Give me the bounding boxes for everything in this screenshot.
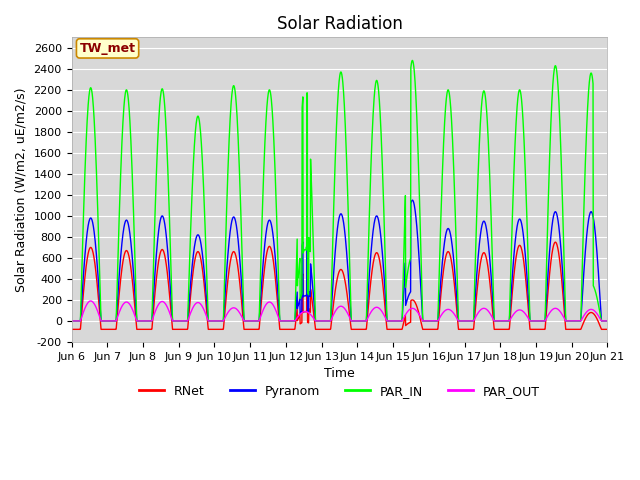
PAR_IN (495, 318, 503, 324)
PAR_OUT (87, 298, 95, 304)
Line: RNet: RNet (72, 242, 607, 329)
Y-axis label: Solar Radiation (W/m2, uE/m2/s): Solar Radiation (W/m2, uE/m2/s) (15, 87, 28, 292)
Pyranom (572, 318, 579, 324)
PAR_IN (572, 318, 579, 324)
Legend: RNet, Pyranom, PAR_IN, PAR_OUT: RNet, Pyranom, PAR_IN, PAR_OUT (134, 380, 545, 403)
PAR_IN (408, 58, 416, 63)
RNet (495, 326, 503, 332)
PAR_IN (604, 318, 611, 324)
PAR_OUT (355, 318, 363, 324)
PAR_OUT (572, 318, 579, 324)
Pyranom (217, 318, 225, 324)
Pyranom (408, 197, 416, 203)
PAR_IN (68, 318, 76, 324)
Line: PAR_OUT: PAR_OUT (72, 301, 607, 321)
PAR_IN (367, 179, 374, 185)
RNet (355, 326, 362, 332)
RNet (572, 326, 579, 332)
Pyranom (68, 318, 76, 324)
PAR_OUT (367, 310, 374, 315)
Line: Pyranom: Pyranom (72, 200, 607, 321)
PAR_OUT (218, 318, 225, 324)
Title: Solar Radiation: Solar Radiation (276, 15, 403, 33)
PAR_IN (556, 131, 564, 137)
PAR_OUT (604, 318, 611, 324)
RNet (556, 263, 564, 268)
Pyranom (355, 318, 362, 324)
RNet (217, 326, 225, 332)
PAR_IN (355, 318, 362, 324)
Line: PAR_IN: PAR_IN (72, 60, 607, 321)
PAR_IN (217, 318, 225, 324)
Text: TW_met: TW_met (79, 42, 136, 55)
Pyranom (367, 257, 374, 263)
X-axis label: Time: Time (324, 367, 355, 380)
RNet (367, 282, 374, 288)
Pyranom (495, 318, 503, 324)
PAR_OUT (556, 309, 564, 314)
PAR_OUT (495, 318, 503, 324)
RNet (604, 326, 611, 332)
RNet (552, 239, 559, 245)
RNet (68, 326, 76, 332)
Pyranom (604, 318, 611, 324)
PAR_OUT (68, 318, 76, 324)
Pyranom (556, 238, 564, 244)
